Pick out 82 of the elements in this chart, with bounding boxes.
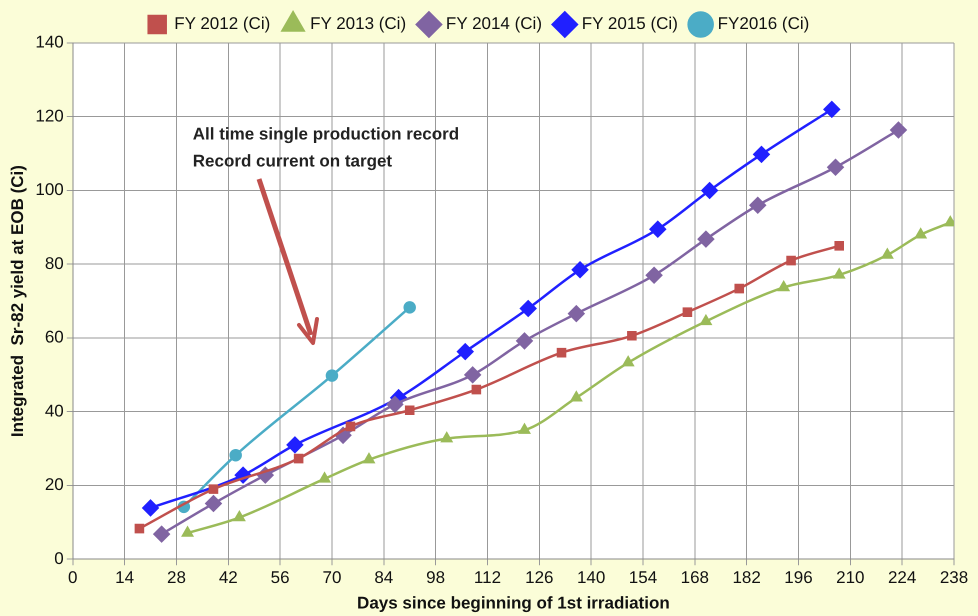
point bbox=[698, 230, 714, 248]
legend-label: FY2016 (Ci) bbox=[718, 14, 810, 34]
y-tick-label: 20 bbox=[44, 475, 64, 494]
x-tick-label: 42 bbox=[218, 568, 238, 588]
point bbox=[834, 241, 844, 251]
point bbox=[556, 348, 566, 358]
legend-label: FY 2012 (Ci) bbox=[174, 14, 270, 34]
y-tick-label: 0 bbox=[54, 548, 64, 568]
y-tick-label: 60 bbox=[44, 328, 64, 347]
point bbox=[778, 281, 790, 292]
annotation: All time single production record Record current on target bbox=[192, 124, 460, 171]
point bbox=[386, 396, 404, 413]
point bbox=[890, 122, 907, 138]
point bbox=[882, 248, 893, 259]
point bbox=[750, 196, 766, 214]
y-axis-title: Integrated Sr-82 yield at EOB (Ci) bbox=[8, 165, 27, 438]
point bbox=[229, 448, 242, 462]
x-tick-label: 154 bbox=[628, 568, 658, 588]
point bbox=[827, 159, 844, 176]
point bbox=[153, 526, 170, 542]
legend-label: FY 2014 (Ci) bbox=[446, 14, 542, 34]
y-tick-label: 120 bbox=[35, 106, 64, 126]
x-tick-label: 84 bbox=[374, 568, 394, 588]
x-tick-label: 140 bbox=[576, 568, 606, 588]
point bbox=[205, 495, 222, 512]
point bbox=[701, 182, 718, 199]
point bbox=[404, 405, 414, 416]
legend-label: FY 2015 (Ci) bbox=[582, 14, 678, 34]
point bbox=[142, 500, 159, 516]
x-tick-label: 196 bbox=[784, 568, 813, 588]
point bbox=[403, 301, 416, 314]
point bbox=[568, 305, 585, 322]
x-tick-label: 182 bbox=[732, 568, 761, 588]
x-tick-label: 14 bbox=[115, 568, 134, 588]
point bbox=[363, 453, 375, 464]
point bbox=[326, 369, 338, 382]
point bbox=[286, 436, 304, 454]
point bbox=[456, 343, 474, 360]
point bbox=[134, 524, 144, 534]
x-tick-label: 224 bbox=[888, 568, 916, 588]
point bbox=[472, 384, 482, 394]
x-tick-label: 70 bbox=[322, 568, 342, 588]
x-tick-label: 168 bbox=[680, 568, 709, 588]
point bbox=[294, 454, 304, 464]
point bbox=[786, 256, 796, 266]
point bbox=[441, 432, 452, 442]
point bbox=[182, 526, 194, 537]
x-tick-label: 112 bbox=[474, 568, 502, 588]
y-tick-label: 100 bbox=[35, 180, 64, 200]
point bbox=[650, 220, 666, 238]
point bbox=[234, 511, 245, 522]
point bbox=[208, 484, 218, 494]
x-tick-label: 0 bbox=[68, 568, 78, 588]
y-tick-label: 40 bbox=[44, 401, 64, 420]
x-tick-label: 210 bbox=[836, 568, 865, 588]
point bbox=[520, 300, 536, 317]
point bbox=[646, 267, 662, 284]
point bbox=[700, 315, 712, 326]
x-axis-title: Days since beginning of 1st irradiation bbox=[357, 593, 670, 612]
point bbox=[622, 356, 634, 366]
legend-label: FY 2013 (Ci) bbox=[310, 14, 406, 34]
point bbox=[753, 146, 770, 163]
y-tick-label: 80 bbox=[44, 254, 64, 273]
point bbox=[572, 262, 588, 278]
x-tick-label: 98 bbox=[426, 568, 446, 588]
point bbox=[516, 332, 533, 350]
point bbox=[682, 307, 692, 317]
point bbox=[346, 422, 356, 432]
point bbox=[318, 472, 330, 483]
x-tick-label: 126 bbox=[525, 568, 554, 588]
point bbox=[734, 284, 744, 294]
point bbox=[834, 268, 845, 279]
point bbox=[627, 330, 637, 341]
x-tick-label: 238 bbox=[940, 568, 968, 588]
y-tick-label: 140 bbox=[35, 32, 64, 52]
point bbox=[570, 391, 582, 402]
point bbox=[518, 424, 530, 434]
point bbox=[464, 366, 481, 384]
point bbox=[824, 101, 840, 118]
x-tick-label: 56 bbox=[270, 568, 290, 588]
point bbox=[915, 228, 926, 238]
x-tick-label: 28 bbox=[166, 568, 186, 588]
